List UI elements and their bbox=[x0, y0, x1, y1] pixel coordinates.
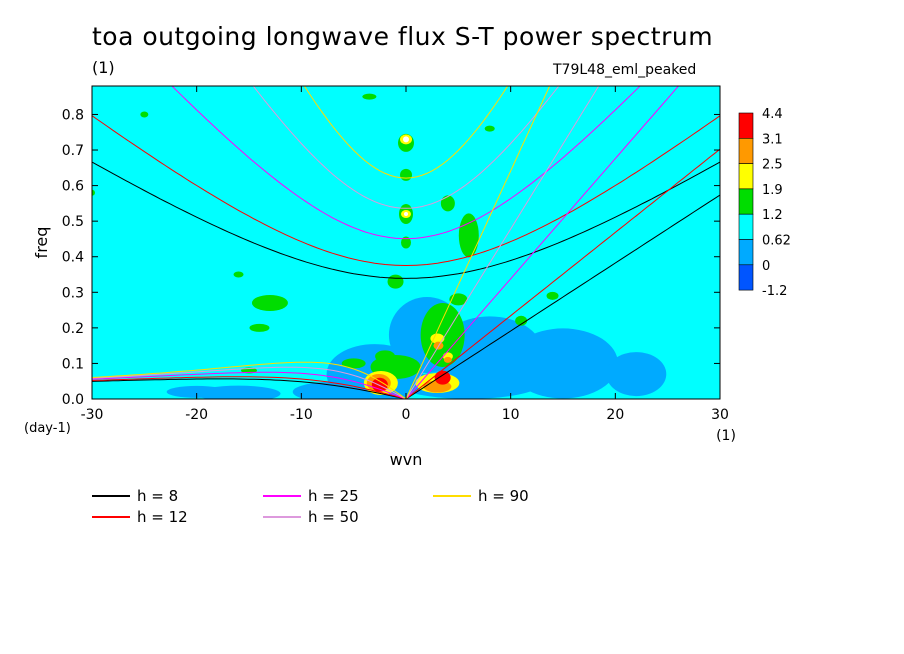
colorbar-swatch bbox=[738, 264, 754, 291]
legend-label: h = 50 bbox=[308, 508, 359, 526]
level-1.2-region bbox=[400, 168, 412, 181]
low-power-region bbox=[166, 385, 227, 398]
level-1.2-region bbox=[251, 294, 288, 311]
x-axis-unit: (1) bbox=[716, 428, 736, 444]
x-tick-label: -30 bbox=[81, 407, 104, 423]
dispersion-curve bbox=[92, 115, 720, 267]
dispersion-curve bbox=[171, 86, 641, 240]
legend-label: h = 25 bbox=[308, 487, 359, 505]
chart-unit-label: (1) bbox=[92, 58, 115, 77]
colorbar-level-label: 4.4 bbox=[762, 107, 783, 122]
colorbar-swatch bbox=[738, 112, 754, 139]
run-label: T79L48_eml_peaked bbox=[553, 62, 697, 78]
level-1.2-region bbox=[546, 291, 559, 300]
level-1.2-region bbox=[92, 189, 95, 196]
level-1.2-region bbox=[401, 236, 411, 249]
level-1.2-region bbox=[420, 302, 465, 367]
level-1.9-region bbox=[430, 333, 445, 344]
colorbar-swatch bbox=[738, 213, 754, 240]
dispersion-curve bbox=[92, 378, 407, 399]
colorbar-level-label: 0 bbox=[762, 259, 770, 274]
level-1.2-region bbox=[233, 271, 244, 278]
legend: h = 8 h = 12 h = 25 h = 50 h = 90 bbox=[92, 487, 529, 526]
y-tick-label: 0.2 bbox=[62, 321, 84, 337]
colorbar-level-label: 3.1 bbox=[762, 132, 783, 147]
level-1.2-region bbox=[458, 213, 479, 258]
dispersion-curve bbox=[405, 148, 720, 399]
peak-region bbox=[434, 370, 451, 385]
x-tick-label: -10 bbox=[290, 407, 313, 423]
dispersion-curve bbox=[303, 86, 509, 179]
level-1.2-region bbox=[515, 315, 528, 326]
colorbar-swatch bbox=[738, 163, 754, 190]
colorbar-swatch bbox=[738, 239, 754, 266]
level-1.2-region bbox=[375, 350, 396, 363]
peak-center bbox=[404, 212, 408, 217]
y-axis-label: freq bbox=[32, 227, 51, 259]
level-1.2-region bbox=[484, 125, 495, 132]
colorbar-swatch bbox=[738, 188, 754, 215]
colorbar-level-label: 1.2 bbox=[762, 208, 783, 223]
y-tick-label: 0.0 bbox=[62, 392, 84, 408]
x-axis-label: wvn bbox=[390, 450, 423, 469]
y-tick-label: 0.7 bbox=[62, 143, 84, 159]
y-tick-label: 0.8 bbox=[62, 107, 84, 123]
colorbar-level-label: 0.62 bbox=[762, 234, 791, 249]
legend-label: h = 90 bbox=[478, 487, 529, 505]
level-1.2-region bbox=[249, 323, 270, 332]
dispersion-curve bbox=[92, 161, 720, 279]
dispersion-curve bbox=[405, 86, 551, 399]
level-1.2-region bbox=[362, 93, 377, 100]
low-power-region bbox=[606, 352, 667, 397]
y-tick-label: 0.1 bbox=[62, 356, 84, 372]
level-1.2-region bbox=[140, 111, 149, 118]
colorbar-level-label: -1.2 bbox=[762, 284, 787, 299]
legend-label: h = 12 bbox=[137, 508, 188, 526]
x-tick-label: -20 bbox=[185, 407, 208, 423]
colorbar-level-label: 2.5 bbox=[762, 158, 783, 173]
colorbar-swatch bbox=[738, 138, 754, 164]
colorbar-level-label: 1.9 bbox=[762, 183, 783, 198]
x-tick-label: 30 bbox=[711, 407, 729, 423]
level-1.2-region bbox=[440, 195, 455, 212]
dispersion-curve bbox=[405, 86, 680, 399]
dispersion-curve bbox=[92, 366, 407, 399]
x-tick-label: 20 bbox=[606, 407, 624, 423]
legend-label: h = 8 bbox=[137, 487, 178, 505]
dispersion-curve bbox=[405, 86, 600, 399]
level-1.2-region bbox=[449, 293, 468, 306]
dispersion-curve bbox=[92, 361, 407, 399]
y-tick-label: 0.3 bbox=[62, 285, 84, 301]
contour-field bbox=[92, 86, 720, 399]
axes: -30 -20 -10 0 10 20 30 0.0 0.1 0.2 0.3 0.4 0.5 0.6 0.7… bbox=[24, 86, 736, 469]
colorbar: 4.4 3.1 2.5 1.9 1.2 0.62 0 -1.2 bbox=[738, 107, 791, 299]
level-1.2-region bbox=[341, 358, 366, 369]
dispersion-curve bbox=[92, 371, 407, 399]
chart-title: toa outgoing longwave flux S-T power spe… bbox=[92, 22, 714, 51]
dispersion-curves bbox=[92, 86, 720, 399]
x-tick-label: 0 bbox=[402, 407, 411, 423]
y-tick-label: 0.4 bbox=[62, 250, 84, 266]
level-1.2-region bbox=[387, 274, 404, 289]
level-2.5-region bbox=[443, 356, 452, 363]
x-tick-label: 10 bbox=[502, 407, 520, 423]
dispersion-curve bbox=[252, 86, 560, 209]
dispersion-curve bbox=[92, 376, 407, 399]
peak-center bbox=[403, 136, 409, 143]
y-tick-label: 0.6 bbox=[62, 179, 84, 195]
y-axis-unit: (day-1) bbox=[24, 421, 71, 436]
y-tick-label: 0.5 bbox=[62, 214, 84, 230]
dispersion-curve bbox=[405, 194, 720, 399]
